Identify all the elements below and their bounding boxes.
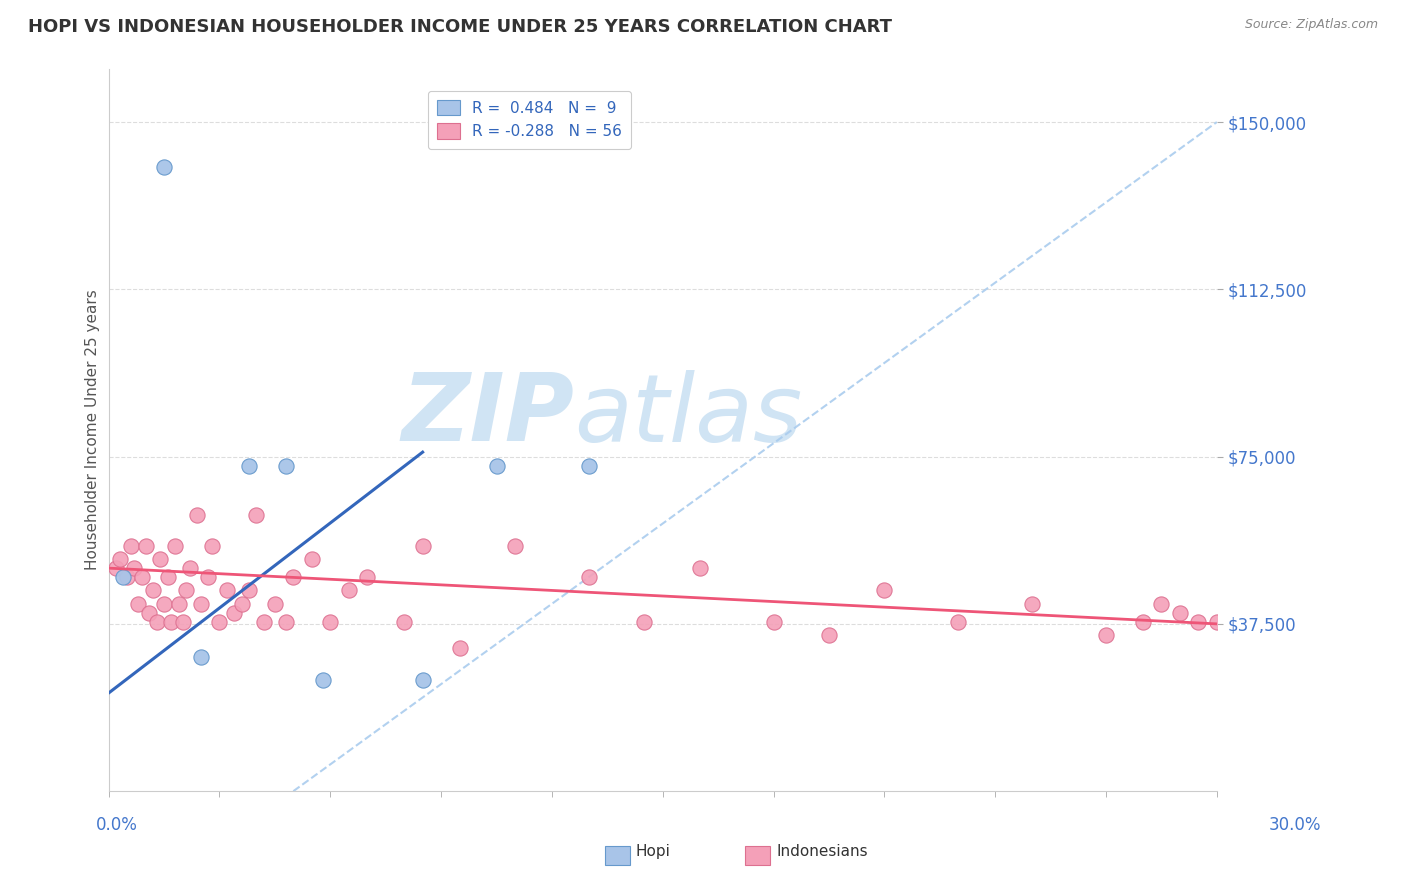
Point	[503, 539, 526, 553]
Point	[215, 583, 238, 598]
Point	[762, 615, 785, 629]
Point	[412, 539, 434, 553]
Point	[301, 552, 323, 566]
Point	[120, 539, 142, 553]
Point	[108, 552, 131, 566]
Point	[412, 673, 434, 687]
Text: HOPI VS INDONESIAN HOUSEHOLDER INCOME UNDER 25 YEARS CORRELATION CHART: HOPI VS INDONESIAN HOUSEHOLDER INCOME UN…	[28, 18, 893, 36]
Point	[1150, 597, 1173, 611]
Point	[142, 583, 165, 598]
Point	[1187, 615, 1209, 629]
Point	[238, 583, 260, 598]
Point	[224, 606, 246, 620]
Text: 0.0%: 0.0%	[96, 816, 138, 834]
Point	[112, 570, 135, 584]
Point	[172, 615, 194, 629]
Point	[153, 597, 176, 611]
Point	[231, 597, 253, 611]
Point	[245, 508, 267, 522]
Point	[149, 552, 172, 566]
Point	[167, 597, 190, 611]
Point	[105, 561, 128, 575]
Point	[1095, 628, 1118, 642]
Point	[283, 570, 305, 584]
Text: 30.0%: 30.0%	[1270, 816, 1322, 834]
Point	[873, 583, 896, 598]
Text: Hopi: Hopi	[636, 845, 671, 859]
Point	[485, 458, 508, 473]
Point	[138, 606, 160, 620]
Point	[179, 561, 201, 575]
Point	[190, 650, 212, 665]
Point	[153, 160, 176, 174]
Point	[238, 458, 260, 473]
Point	[197, 570, 219, 584]
Point	[312, 673, 335, 687]
Text: ZIP: ZIP	[401, 369, 574, 461]
Point	[145, 615, 167, 629]
Point	[190, 597, 212, 611]
Point	[208, 615, 231, 629]
Text: atlas: atlas	[574, 370, 803, 461]
Point	[578, 458, 600, 473]
Point	[160, 615, 183, 629]
Point	[115, 570, 138, 584]
Point	[124, 561, 146, 575]
Point	[263, 597, 285, 611]
Point	[274, 615, 297, 629]
Point	[818, 628, 841, 642]
Point	[274, 458, 297, 473]
Legend: R =  0.484   N =  9, R = -0.288   N = 56: R = 0.484 N = 9, R = -0.288 N = 56	[427, 91, 631, 149]
Point	[689, 561, 711, 575]
Point	[165, 539, 187, 553]
Point	[1132, 615, 1154, 629]
Point	[1205, 615, 1227, 629]
Y-axis label: Householder Income Under 25 years: Householder Income Under 25 years	[86, 290, 100, 570]
Point	[392, 615, 415, 629]
Point	[127, 597, 149, 611]
Point	[319, 615, 342, 629]
Point	[337, 583, 360, 598]
Point	[131, 570, 153, 584]
Text: Indonesians: Indonesians	[776, 845, 868, 859]
Point	[174, 583, 197, 598]
Point	[633, 615, 655, 629]
Point	[1168, 606, 1191, 620]
Text: Source: ZipAtlas.com: Source: ZipAtlas.com	[1244, 18, 1378, 31]
Point	[135, 539, 157, 553]
Point	[948, 615, 970, 629]
Point	[578, 570, 600, 584]
Point	[253, 615, 276, 629]
Point	[356, 570, 378, 584]
Point	[1021, 597, 1043, 611]
Point	[201, 539, 224, 553]
Point	[156, 570, 179, 584]
Point	[186, 508, 208, 522]
Point	[449, 641, 471, 656]
